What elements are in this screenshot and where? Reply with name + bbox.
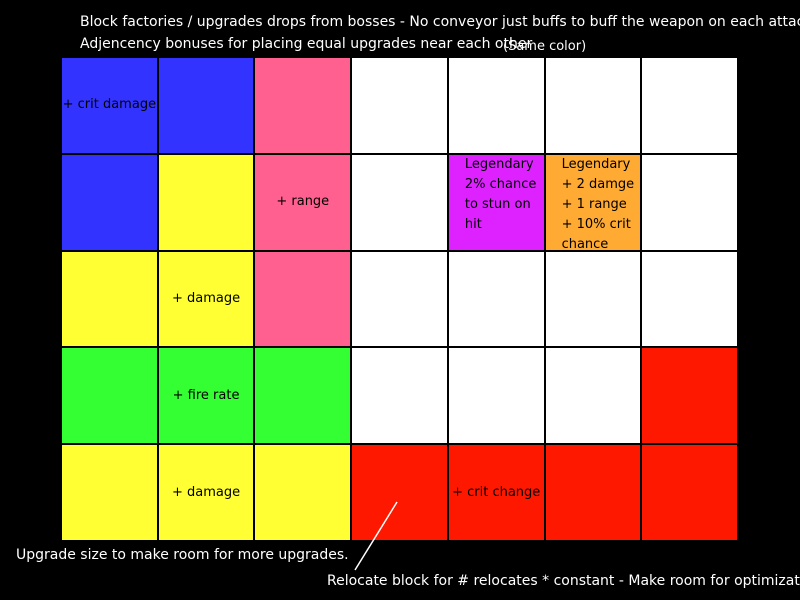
cell-label-line: Legendary: [561, 156, 631, 172]
grid-cell-r1-c3[interactable]: [255, 58, 351, 153]
grid-cell-r2-c7[interactable]: [642, 154, 737, 250]
grid-cell-r4-c4[interactable]: [352, 348, 447, 444]
grid-cell-r2-c2[interactable]: [158, 154, 254, 250]
cell-label-line: + range: [276, 194, 330, 210]
grid-cell-r3-c6[interactable]: [545, 251, 641, 347]
header-line-1: Block factories / upgrades drops from bo…: [80, 14, 800, 30]
grid-cell-r2-c5[interactable]: Legendary 2% chance to stun on hit: [448, 154, 544, 250]
cell-label-line: + crit damage: [62, 97, 157, 113]
cell-label-r1-c1: + crit damage: [62, 95, 157, 115]
cell-label-line: + damage: [171, 290, 241, 306]
cell-label-r4-c2: + fire rate: [159, 386, 254, 406]
grid-cell-r1-c5[interactable]: [448, 58, 544, 153]
grid-cell-r5-c7[interactable]: [642, 445, 737, 540]
cell-label-line: chance: [561, 236, 609, 252]
cell-label-line: + damage: [171, 484, 241, 500]
cell-label-line: Legendary: [464, 156, 534, 172]
cell-label-line: + 1 range: [561, 196, 627, 212]
header-line-2-suffix: (Same color): [503, 39, 587, 54]
grid-cell-r3-c1[interactable]: [62, 251, 157, 347]
grid-cell-r2-c1[interactable]: [62, 154, 157, 250]
grid-cell-r3-c4[interactable]: [352, 251, 447, 347]
cell-label-line: + 10% crit: [561, 216, 631, 232]
grid-cell-r1-c1[interactable]: + crit damage: [62, 58, 157, 153]
upgrade-size-note: Upgrade size to make room for more upgra…: [16, 547, 349, 563]
grid-cell-r2-c6[interactable]: Legendary + 2 damge + 1 range + 10% crit cha…: [545, 154, 641, 252]
grid-cell-r4-c6[interactable]: [545, 348, 641, 444]
grid-cell-r5-c1[interactable]: [62, 445, 157, 540]
header-line-2: Adjencency bonuses for placing equal upg…: [80, 36, 533, 52]
grid-cell-r3-c3[interactable]: [255, 251, 351, 347]
cell-label-r5-c2: + damage: [159, 483, 254, 503]
grid-cell-r5-c6[interactable]: [545, 445, 641, 540]
relocate-note: Relocate block for # relocates * constan…: [327, 573, 800, 589]
grid-cell-r2-c4[interactable]: [352, 154, 447, 250]
cell-label-line: + fire rate: [172, 387, 240, 403]
grid-cell-r4-c5[interactable]: [448, 348, 544, 444]
grid-cell-r5-c4[interactable]: [352, 445, 447, 540]
cell-label-line: 2% chance: [464, 176, 537, 192]
grid-cell-r4-c2[interactable]: + fire rate: [158, 348, 254, 444]
grid-cell-r2-c3[interactable]: + range: [255, 154, 351, 250]
cell-label-line: + 2 damge: [561, 176, 635, 192]
cell-label-r2-c5: Legendary 2% chance to stun on hit: [465, 155, 537, 235]
cell-label-line: hit: [464, 216, 482, 232]
grid-cell-r1-c7[interactable]: [642, 58, 737, 153]
grid-cell-r1-c6[interactable]: [545, 58, 641, 153]
grid-cell-r5-c5[interactable]: + crit change: [448, 445, 544, 540]
grid-cell-r4-c3[interactable]: [255, 348, 351, 444]
cell-label-r2-c3: + range: [255, 192, 350, 212]
grid-cell-r3-c2[interactable]: + damage: [158, 251, 254, 347]
grid-cell-r4-c1[interactable]: [62, 348, 157, 444]
cell-label-r5-c5: + crit change: [449, 483, 544, 503]
grid-cell-r5-c3[interactable]: [255, 445, 351, 540]
grid-cell-r5-c2[interactable]: + damage: [158, 445, 254, 540]
cell-label-r3-c2: + damage: [159, 289, 254, 309]
grid-cell-r3-c7[interactable]: [642, 251, 737, 347]
grid-cell-r1-c2[interactable]: [158, 58, 254, 153]
cell-label-r2-c6: Legendary + 2 damge + 1 range + 10% crit cha…: [562, 155, 635, 255]
cell-label-line: + crit change: [452, 484, 541, 500]
grid-cell-r4-c7[interactable]: [642, 348, 737, 444]
grid-cell-r3-c5[interactable]: [448, 251, 544, 347]
grid-cell-r1-c4[interactable]: [352, 58, 447, 153]
cell-label-line: to stun on: [464, 196, 531, 212]
upgrade-grid: + crit damage + range Legendary 2% chance to…: [60, 56, 739, 542]
